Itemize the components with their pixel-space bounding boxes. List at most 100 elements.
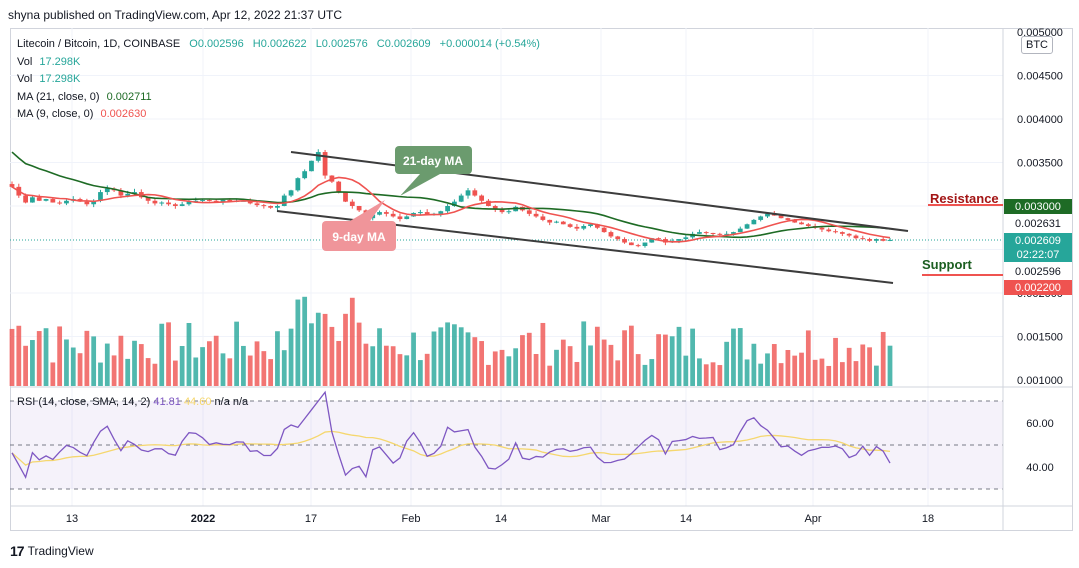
vol-label: Vol bbox=[17, 55, 33, 68]
volume-bar bbox=[560, 339, 566, 386]
volume-bar bbox=[608, 344, 614, 386]
price-tag-bg bbox=[1004, 247, 1072, 262]
volume-bar bbox=[574, 361, 580, 386]
ma21-line bbox=[11, 151, 891, 239]
rsi-line bbox=[11, 390, 891, 480]
candle-body bbox=[159, 202, 165, 204]
candle-body bbox=[288, 190, 294, 196]
candle-body bbox=[486, 200, 491, 206]
ma21-row[interactable]: MA (21, close, 0) 0.002711 bbox=[17, 89, 540, 107]
volume-bar bbox=[261, 351, 267, 386]
publisher-caption: shyna published on TradingView.com, Apr … bbox=[8, 8, 342, 22]
volume-bar bbox=[193, 357, 199, 386]
price-tag-bg bbox=[1004, 264, 1072, 279]
candle-body bbox=[152, 200, 158, 204]
volume-bar bbox=[322, 313, 328, 386]
candle-body bbox=[744, 224, 750, 229]
time-tick-label: Mar bbox=[592, 513, 611, 525]
candle-body bbox=[717, 233, 723, 235]
candle-body bbox=[649, 238, 655, 243]
candle-body bbox=[343, 192, 348, 202]
candle-body bbox=[220, 199, 226, 202]
candle-body bbox=[710, 232, 716, 234]
candle-body bbox=[533, 213, 539, 217]
symbol-title[interactable]: Litecoin / Bitcoin, 1D, COINBASE bbox=[17, 38, 181, 50]
rsi-tick-label: 60.00 bbox=[1026, 418, 1054, 430]
volume-bar bbox=[281, 350, 287, 386]
candle-body bbox=[200, 199, 205, 201]
candle-body bbox=[84, 201, 90, 205]
rsi-legend[interactable]: RSI (14, close, SMA, 14, 2) 41.81 44.60 … bbox=[17, 396, 248, 408]
currency-badge[interactable]: BTC bbox=[1021, 36, 1053, 54]
candle-body bbox=[751, 219, 757, 225]
candle-body bbox=[193, 200, 199, 202]
volume-bar bbox=[9, 328, 15, 386]
candle-body bbox=[635, 245, 641, 247]
volume-bar bbox=[241, 345, 246, 386]
candle-body bbox=[839, 232, 845, 234]
candle-body bbox=[601, 227, 607, 233]
volume-bar bbox=[36, 331, 42, 386]
volume-bar bbox=[703, 364, 709, 386]
volume-bar bbox=[57, 326, 63, 386]
volume-bar bbox=[805, 330, 811, 386]
vol-row-2[interactable]: Vol 17.298K bbox=[17, 71, 540, 89]
volume-bar bbox=[336, 340, 342, 386]
volume-bar bbox=[526, 332, 532, 386]
volume-bar bbox=[431, 331, 437, 386]
candle-body bbox=[833, 231, 838, 233]
volume-bar bbox=[669, 336, 675, 386]
volume-bar bbox=[812, 359, 818, 386]
volume-bar bbox=[581, 321, 587, 386]
candle-body bbox=[36, 197, 42, 201]
vol-value: 17.298K bbox=[39, 73, 81, 85]
candle-body bbox=[703, 232, 709, 234]
candle-body bbox=[397, 216, 403, 220]
volume-bar bbox=[397, 354, 403, 386]
rsi-label: RSI (14, close, SMA, 14, 2) bbox=[17, 396, 151, 408]
candle-body bbox=[43, 199, 49, 201]
ma9-row[interactable]: MA (9, close, 0) 0.002630 bbox=[17, 106, 540, 124]
volume-bar bbox=[159, 323, 165, 386]
volume-bar bbox=[588, 345, 593, 386]
volume-bar bbox=[874, 365, 879, 386]
volume-bar bbox=[404, 355, 410, 386]
volume-bar bbox=[717, 365, 723, 386]
time-tick-label: 18 bbox=[922, 513, 934, 525]
candle-body bbox=[104, 188, 110, 193]
rsi-value: 41.81 bbox=[153, 396, 181, 408]
volume-bar bbox=[567, 346, 573, 386]
grid bbox=[10, 28, 1003, 506]
ma9-annotation-text: 9-day MA bbox=[332, 230, 386, 244]
volume-bar bbox=[594, 326, 600, 386]
volume-bar bbox=[452, 324, 457, 386]
candle-body bbox=[261, 205, 267, 207]
vol-row-1[interactable]: Vol 17.298K bbox=[17, 54, 540, 72]
volume-bar bbox=[343, 313, 348, 386]
chart-legend: Litecoin / Bitcoin, 1D, COINBASE O0.0025… bbox=[17, 36, 540, 124]
candle-body bbox=[656, 238, 661, 240]
price-tag-label: 0.002200 bbox=[1015, 282, 1061, 294]
volume-bar bbox=[880, 331, 886, 386]
candle-body bbox=[309, 160, 314, 172]
candle-body bbox=[622, 239, 627, 243]
volume-bar bbox=[220, 353, 226, 386]
volume-bar bbox=[370, 346, 376, 386]
time-tick-label: 17 bbox=[305, 513, 317, 525]
volume-bar bbox=[227, 358, 233, 386]
volume-bar bbox=[438, 327, 444, 386]
candle-body bbox=[853, 235, 859, 239]
volume-bar bbox=[520, 335, 525, 386]
candle-body bbox=[458, 195, 464, 202]
volume-bar bbox=[445, 322, 450, 386]
volume-bar bbox=[533, 353, 539, 386]
candle-body bbox=[560, 221, 566, 225]
candle-body bbox=[581, 226, 587, 229]
candle-body bbox=[383, 212, 389, 214]
candle-body bbox=[172, 204, 178, 206]
ma9-value: 0.002630 bbox=[100, 108, 147, 120]
candle-body bbox=[322, 152, 328, 176]
candle-body bbox=[492, 206, 498, 210]
chart-frame[interactable] bbox=[10, 28, 1073, 531]
